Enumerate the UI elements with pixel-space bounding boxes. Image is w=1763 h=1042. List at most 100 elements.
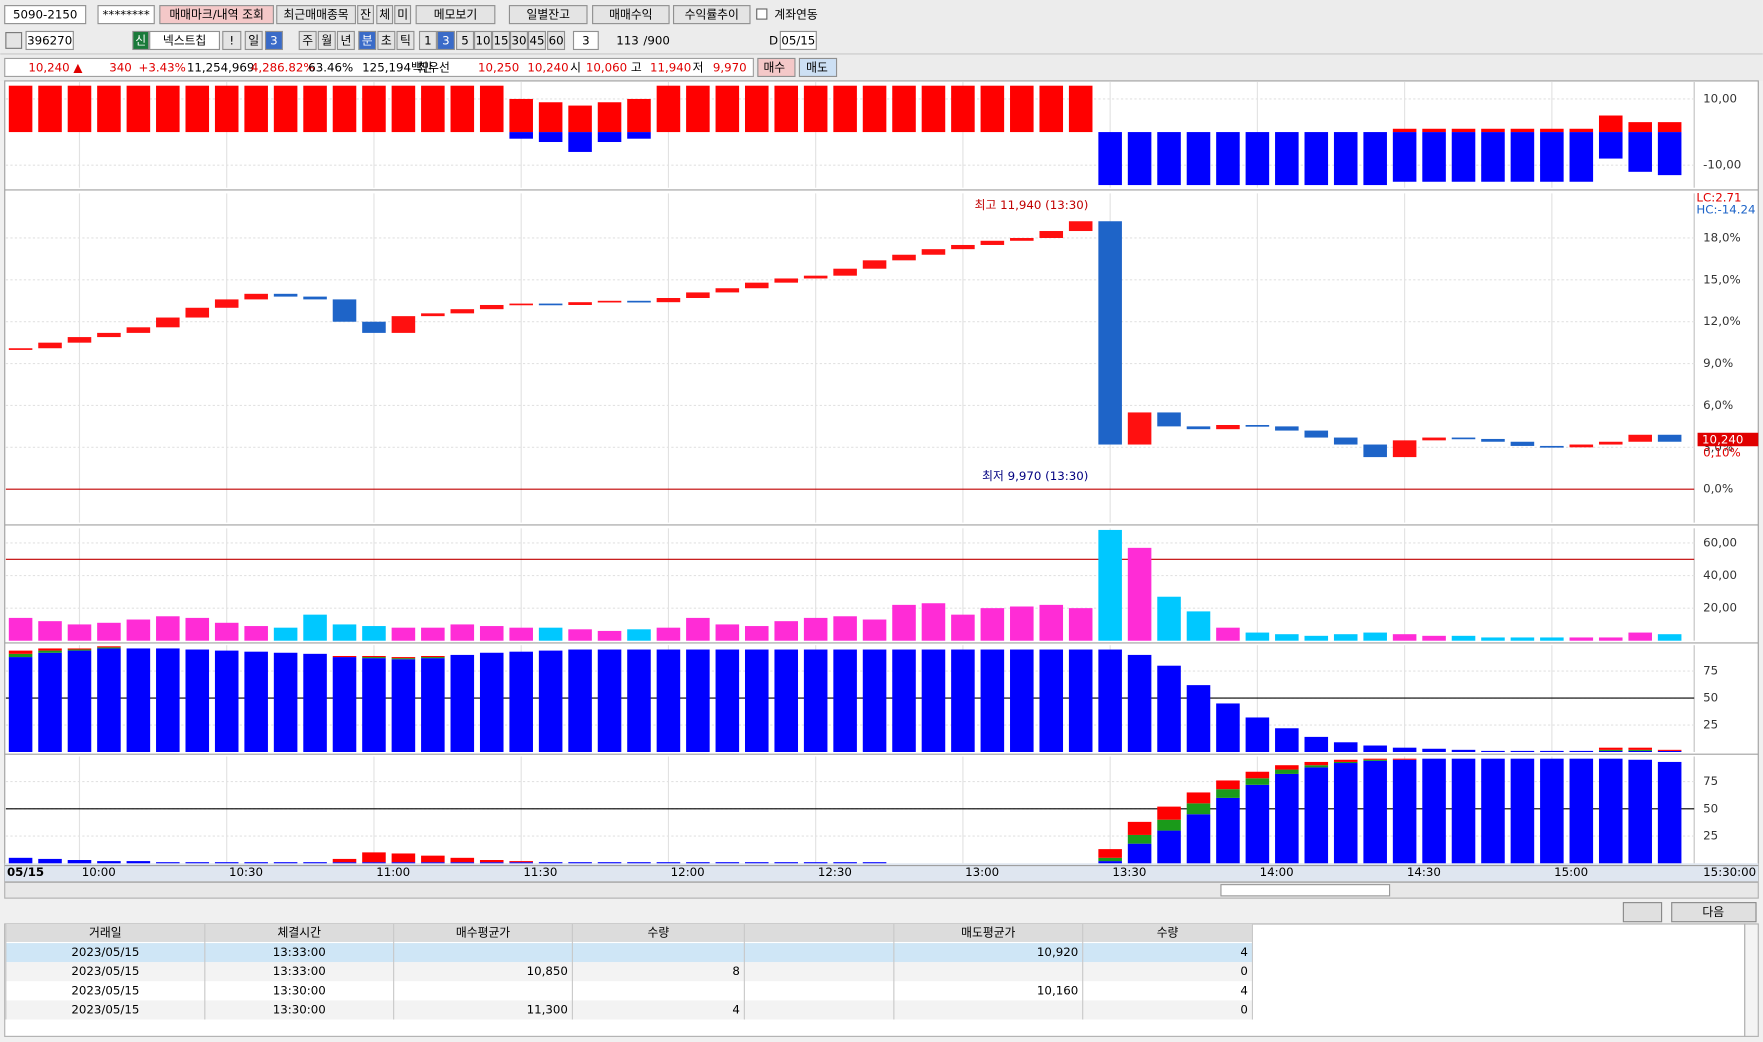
toolbar-label[interactable]: ******** <box>103 8 150 22</box>
toolbar-icon[interactable] <box>5 32 23 49</box>
toolbar-button[interactable] <box>264 30 283 51</box>
toolbar-button[interactable] <box>244 30 263 51</box>
toolbar-label[interactable]: 15 <box>493 34 508 48</box>
toolbar-button[interactable] <box>377 30 396 51</box>
table-row[interactable] <box>5 943 1253 963</box>
toolbar-button[interactable] <box>132 30 150 51</box>
toolbar-button[interactable] <box>357 5 374 25</box>
toolbar-button[interactable] <box>358 30 377 51</box>
toolbar-button[interactable] <box>4 5 87 25</box>
toolbar-label[interactable]: 미 <box>397 8 408 22</box>
table-cell[interactable]: 4 <box>1240 983 1248 997</box>
toolbar-label[interactable]: 30 <box>511 34 526 48</box>
toolbar-label[interactable]: 매매수익 <box>609 8 652 22</box>
toolbar-label[interactable]: 매매마크/내역 조회 <box>169 8 264 22</box>
toolbar-button[interactable] <box>418 30 437 51</box>
toolbar-button[interactable] <box>25 30 74 51</box>
table-cell[interactable]: 4 <box>1240 945 1248 959</box>
toolbar-label[interactable]: D <box>769 34 778 48</box>
toolbar-button[interactable] <box>276 5 357 25</box>
toolbar-label[interactable]: 396270 <box>27 34 72 48</box>
toolbar-button[interactable] <box>509 30 528 51</box>
toolbar-label[interactable]: 분 <box>362 34 373 48</box>
toolbar-button[interactable] <box>527 30 546 51</box>
table-cell[interactable]: 13:33:00 <box>273 964 326 978</box>
scroll-thumb[interactable] <box>1220 884 1391 897</box>
toolbar-button[interactable] <box>456 30 475 51</box>
table-cell[interactable]: 2023/05/15 <box>71 1002 139 1016</box>
toolbar-label[interactable]: 10 <box>476 34 491 48</box>
table-cell[interactable]: 4 <box>732 1002 740 1016</box>
h-scrollbar[interactable] <box>4 881 1759 899</box>
toolbar-label[interactable]: 신 <box>135 34 146 48</box>
table-cell[interactable]: 10,850 <box>527 964 568 978</box>
toolbar-label[interactable]: 메모보기 <box>434 8 477 22</box>
table-cell[interactable]: 13:30:00 <box>273 983 326 997</box>
toolbar-label[interactable]: 일별잔고 <box>527 8 571 22</box>
toolbar-label[interactable]: ! <box>229 34 234 48</box>
toolbar-label[interactable]: 60 <box>549 34 564 48</box>
toolbar-label[interactable]: 년 <box>340 34 351 48</box>
table-cell[interactable]: 11,300 <box>527 1002 568 1016</box>
toolbar-label[interactable]: 05/15 <box>781 34 815 48</box>
toolbar-label[interactable]: 3 <box>582 34 590 48</box>
toolbar-button[interactable] <box>672 5 751 25</box>
toolbar-label[interactable]: 일 <box>248 34 259 48</box>
toolbar-label[interactable]: 1 <box>424 34 432 48</box>
toolbar-button[interactable] <box>547 30 566 51</box>
toolbar-button[interactable] <box>415 5 496 25</box>
toolbar-label[interactable]: 45 <box>529 34 544 48</box>
toolbar-label[interactable]: 3 <box>270 34 278 48</box>
table-cell[interactable]: 0 <box>1240 1002 1248 1016</box>
toolbar-button[interactable] <box>336 30 355 51</box>
toolbar-label[interactable]: 주 <box>302 34 313 48</box>
toolbar-button[interactable] <box>149 30 220 51</box>
toolbar-button[interactable] <box>508 5 588 25</box>
toolbar-button[interactable] <box>298 30 317 51</box>
toolbar-button[interactable] <box>396 30 415 51</box>
toolbar-button[interactable] <box>592 5 670 25</box>
toolbar-label[interactable]: 초 <box>381 34 392 48</box>
table-row[interactable] <box>5 981 1253 1001</box>
table-cell[interactable]: 10,160 <box>1037 983 1078 997</box>
toolbar-label[interactable]: 틱 <box>400 34 411 48</box>
next-label[interactable]: 다음 <box>1702 905 1724 919</box>
toolbar-label[interactable]: 최근매매종목 <box>284 8 349 22</box>
table-cell[interactable]: 8 <box>732 964 740 978</box>
toolbar-label[interactable]: 잔 <box>360 8 371 22</box>
table-cell[interactable]: 0 <box>1240 964 1248 978</box>
toolbar-button[interactable] <box>492 30 510 51</box>
table-cell[interactable]: 2023/05/15 <box>71 964 139 978</box>
toolbar-button[interactable] <box>222 30 242 51</box>
table-row[interactable] <box>5 962 1253 982</box>
toolbar-label[interactable]: 월 <box>321 34 332 48</box>
next-button[interactable] <box>1671 902 1757 923</box>
table-cell[interactable]: 10,920 <box>1037 945 1078 959</box>
toolbar-label[interactable]: /900 <box>643 34 670 48</box>
toolbar-label[interactable]: 5 <box>461 34 469 48</box>
toolbar-label[interactable]: 체 <box>379 8 390 22</box>
table-cell[interactable]: 2023/05/15 <box>71 945 139 959</box>
checkbox[interactable] <box>756 8 768 20</box>
toolbar-label[interactable]: 5090-2150 <box>13 8 77 22</box>
table-cell[interactable]: 2023/05/15 <box>71 983 139 997</box>
toolbar-button[interactable] <box>436 30 455 51</box>
table-cell[interactable]: 13:33:00 <box>273 945 326 959</box>
toolbar-button[interactable] <box>317 30 336 51</box>
toolbar-button[interactable] <box>97 5 155 25</box>
toolbar-label[interactable]: 3 <box>442 34 450 48</box>
toolbar-label[interactable]: 넥스트칩 <box>163 34 206 48</box>
toolbar-label[interactable]: 계좌연동 <box>774 8 818 22</box>
toolbar-label[interactable]: 113 <box>616 34 639 48</box>
toolbar-button[interactable] <box>376 5 394 25</box>
toolbar-button[interactable] <box>394 5 412 25</box>
toolbar-label[interactable]: 수익률추이 <box>685 8 739 22</box>
toolbar-button[interactable] <box>474 30 493 51</box>
settings-button[interactable] <box>1622 902 1663 923</box>
trade-button[interactable] <box>798 57 838 77</box>
trade-button[interactable] <box>757 57 796 77</box>
v-scrollbar[interactable] <box>1744 923 1759 1037</box>
toolbar-button[interactable] <box>159 5 274 25</box>
table-cell[interactable]: 13:30:00 <box>273 1002 326 1016</box>
toolbar-button[interactable] <box>572 30 599 51</box>
